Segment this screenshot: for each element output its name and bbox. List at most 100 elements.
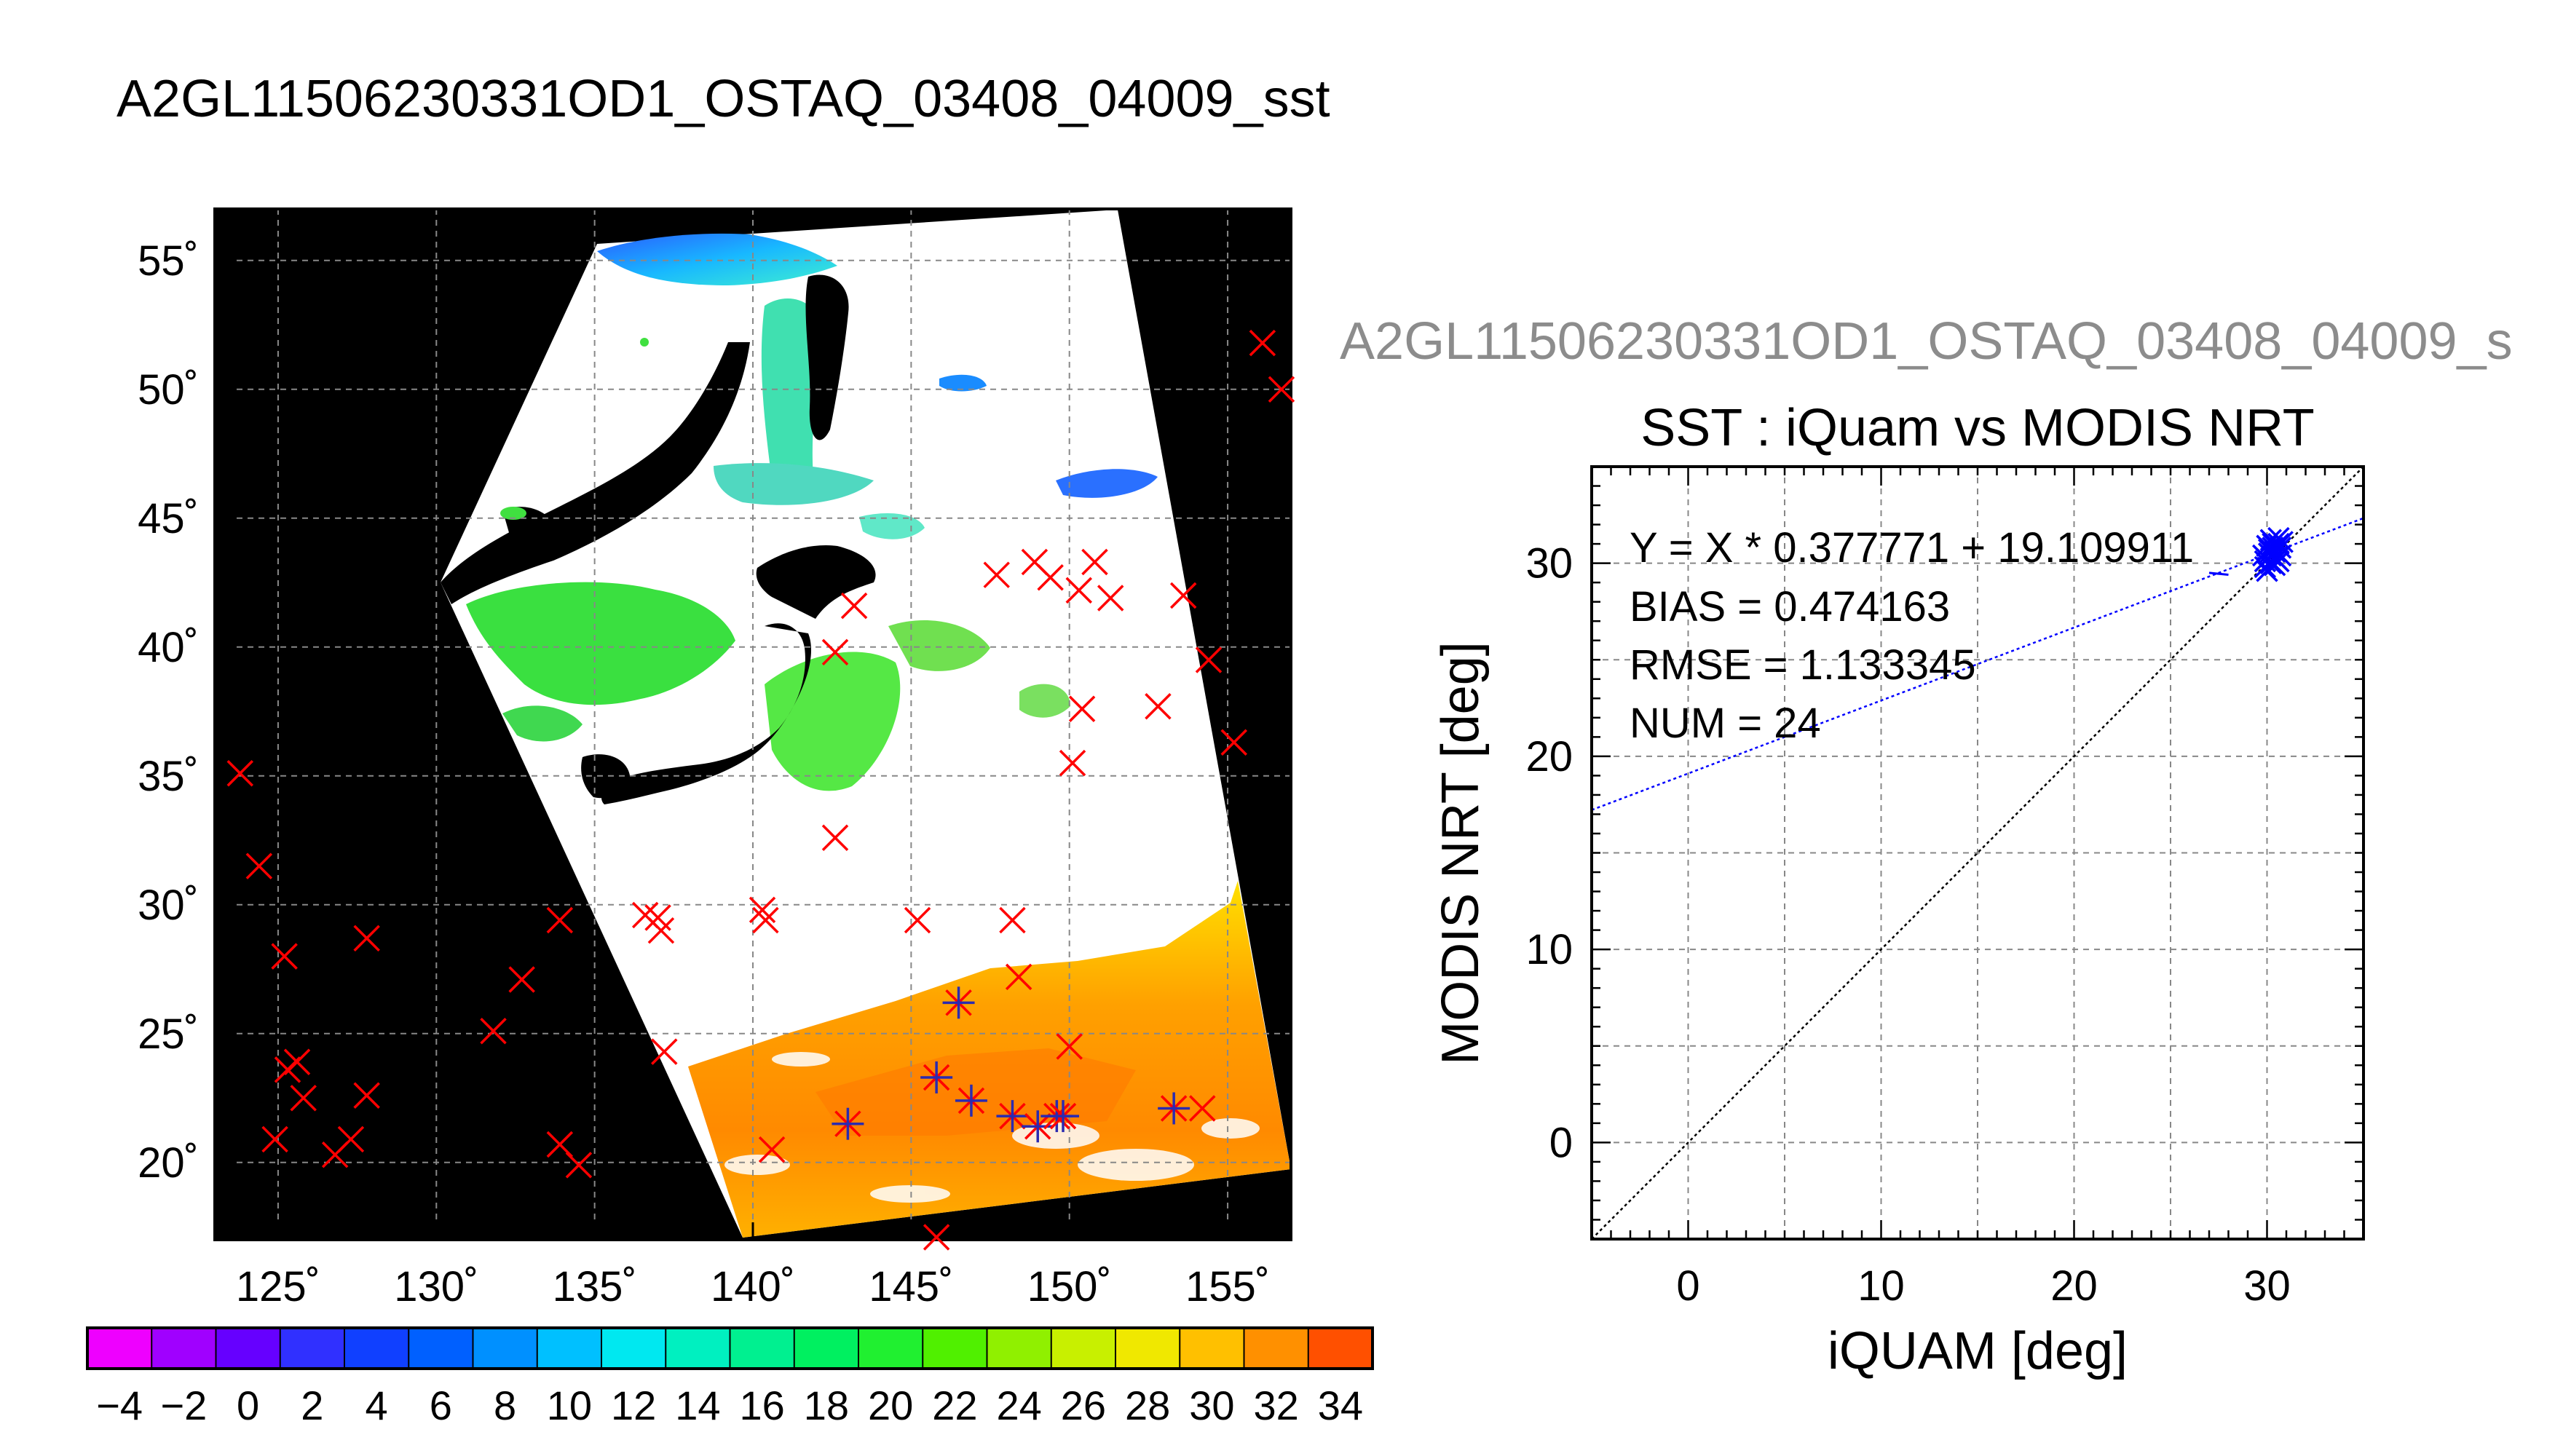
colorbar-cell (87, 1328, 152, 1369)
colorbar-frame (86, 1326, 1374, 1370)
land-sakhalin (805, 274, 849, 440)
matchup-marker-red (821, 638, 849, 666)
map-y-tick-label: 25˚ (138, 1010, 199, 1058)
matchup-marker-used (942, 986, 975, 1019)
matchup-marker-red (565, 1152, 593, 1179)
map-x-tick-label: 155˚ (1185, 1263, 1270, 1310)
matchup-marker-red (1097, 585, 1124, 612)
land-mainland-edge (441, 342, 750, 604)
matchup-marker-red (904, 906, 931, 934)
matchup-marker-red (1056, 1033, 1083, 1060)
colorbar-cell (280, 1328, 345, 1369)
scatter-point (2269, 537, 2292, 559)
matchup-marker-red (1005, 963, 1032, 991)
stat-num: NUM = 24 (1630, 700, 1821, 747)
colorbar-tick-label: 6 (430, 1382, 452, 1428)
matchup-marker-red (353, 1082, 380, 1109)
colorbar-tick-label: 12 (611, 1382, 656, 1428)
colorbar-cell (216, 1328, 281, 1369)
colorbar-cell (858, 1328, 923, 1369)
x-axis-label: iQUAM [deg] (1828, 1322, 2128, 1380)
scatter-points (2251, 526, 2294, 582)
map-x-tick-label: 135˚ (553, 1263, 637, 1310)
matchup-marker-red (1268, 376, 1295, 403)
colorbar: −4 −2 0 2 4 6 8 10 12 14 16 18 20 22 24 26 28 30 32 34 (86, 1326, 1374, 1428)
colorbar-tick-label: 32 (1253, 1382, 1298, 1428)
matchup-marker-red (749, 896, 776, 924)
scatter-x-tick-label: 30 (2243, 1262, 2291, 1310)
sst-green-region (466, 582, 735, 705)
page-title: A2GL11506230331OD1_OSTAQ_03408_04009_sst (117, 70, 1330, 128)
map-ticks: 125˚ 130˚ 135˚ 140˚ 145˚ 150˚ 155˚ 20˚ 25˚ 30˚ 35˚… (138, 237, 1270, 1310)
sst-cyan-region (761, 298, 823, 503)
matchup-marker-red (546, 906, 574, 934)
map-y-tick-label: 45˚ (138, 495, 199, 542)
colorbar-tick-label: 4 (366, 1382, 388, 1428)
matchup-marker-used (920, 1061, 953, 1093)
map-y-tick-label: 35˚ (138, 753, 199, 800)
colorbar-cell (987, 1328, 1052, 1369)
scatter-point (2259, 529, 2283, 552)
cloud-speckle (724, 1052, 1260, 1203)
matchup-marker-red (353, 925, 380, 952)
colorbar-tick-label: 30 (1189, 1382, 1234, 1428)
matchup-marker-red (840, 592, 868, 620)
colorbar-cell (601, 1328, 666, 1369)
sst-blue-region-3 (939, 374, 987, 392)
matchup-marker-used (955, 1084, 987, 1117)
curve-segment (2208, 571, 2229, 577)
matchup-marker-red (261, 1125, 288, 1153)
land-green-speck (640, 338, 649, 347)
matchup-marker-red (226, 760, 254, 787)
map-markers (226, 329, 1295, 1251)
colorbar-cell (730, 1328, 795, 1369)
land-green-island (500, 507, 526, 520)
matchup-marker-used (1022, 1110, 1054, 1143)
matchup-marker-red (1081, 548, 1108, 576)
colorbar-tick-label: 24 (996, 1382, 1041, 1428)
matchup-marker-red (999, 906, 1026, 934)
scatter-y-tick-label: 10 (1525, 926, 1573, 973)
scatter-y-tick-label: 30 (1525, 540, 1573, 587)
scatter-x-tick-label: 20 (2050, 1262, 2098, 1310)
sst-green-region-4 (1019, 684, 1070, 718)
sst-green-region-5 (502, 705, 583, 742)
identity-line (1592, 467, 2364, 1239)
colorbar-cell (473, 1328, 538, 1369)
matchup-marker-red (271, 943, 298, 970)
colorbar-tick-label: 10 (547, 1382, 592, 1428)
colorbar-cell (794, 1328, 859, 1369)
sst-green-region-3 (888, 620, 990, 671)
map-y-tick-label: 30˚ (138, 882, 199, 929)
colorbar-tick-label: −2 (160, 1382, 207, 1428)
map-grid (215, 209, 1291, 1240)
matchup-marker-red (923, 1224, 950, 1251)
colorbar-cell (1051, 1328, 1116, 1369)
colorbar-tick-label: 22 (932, 1382, 977, 1428)
colorbar-tick-label: 8 (494, 1382, 516, 1428)
matchup-marker-red (1220, 729, 1247, 756)
scatter-point (2256, 559, 2278, 582)
scatter-point (2263, 540, 2286, 563)
matchup-marker-red (647, 917, 675, 944)
map-y-tick-label: 55˚ (138, 237, 199, 285)
colorbar-cells (87, 1328, 1373, 1369)
colorbar-cell (344, 1328, 409, 1369)
matchup-marker-red (480, 1018, 507, 1045)
colorbar-cell (151, 1328, 216, 1369)
matchup-marker-red (758, 1136, 786, 1163)
sst-blue-region-2 (1056, 469, 1158, 498)
stat-bias: BIAS = 0.474163 (1630, 583, 1950, 630)
colorbar-cell (408, 1328, 473, 1369)
matchup-marker-red (1249, 329, 1276, 357)
scatter-y-tick-label: 20 (1525, 733, 1573, 780)
colorbar-tick-label: 34 (1318, 1382, 1363, 1428)
scatter-ticks: 0 10 20 30 0 10 20 30 (1525, 465, 2365, 1310)
scatter-point (2267, 526, 2290, 550)
map-x-tick-label: 140˚ (711, 1263, 795, 1310)
colorbar-tick-label: 18 (804, 1382, 849, 1428)
map-y-tick-label: 20˚ (138, 1139, 199, 1187)
scatter-y-tick-label: 0 (1549, 1119, 1573, 1166)
fit-line (1592, 517, 2364, 811)
matchup-marker-red (283, 1048, 311, 1075)
